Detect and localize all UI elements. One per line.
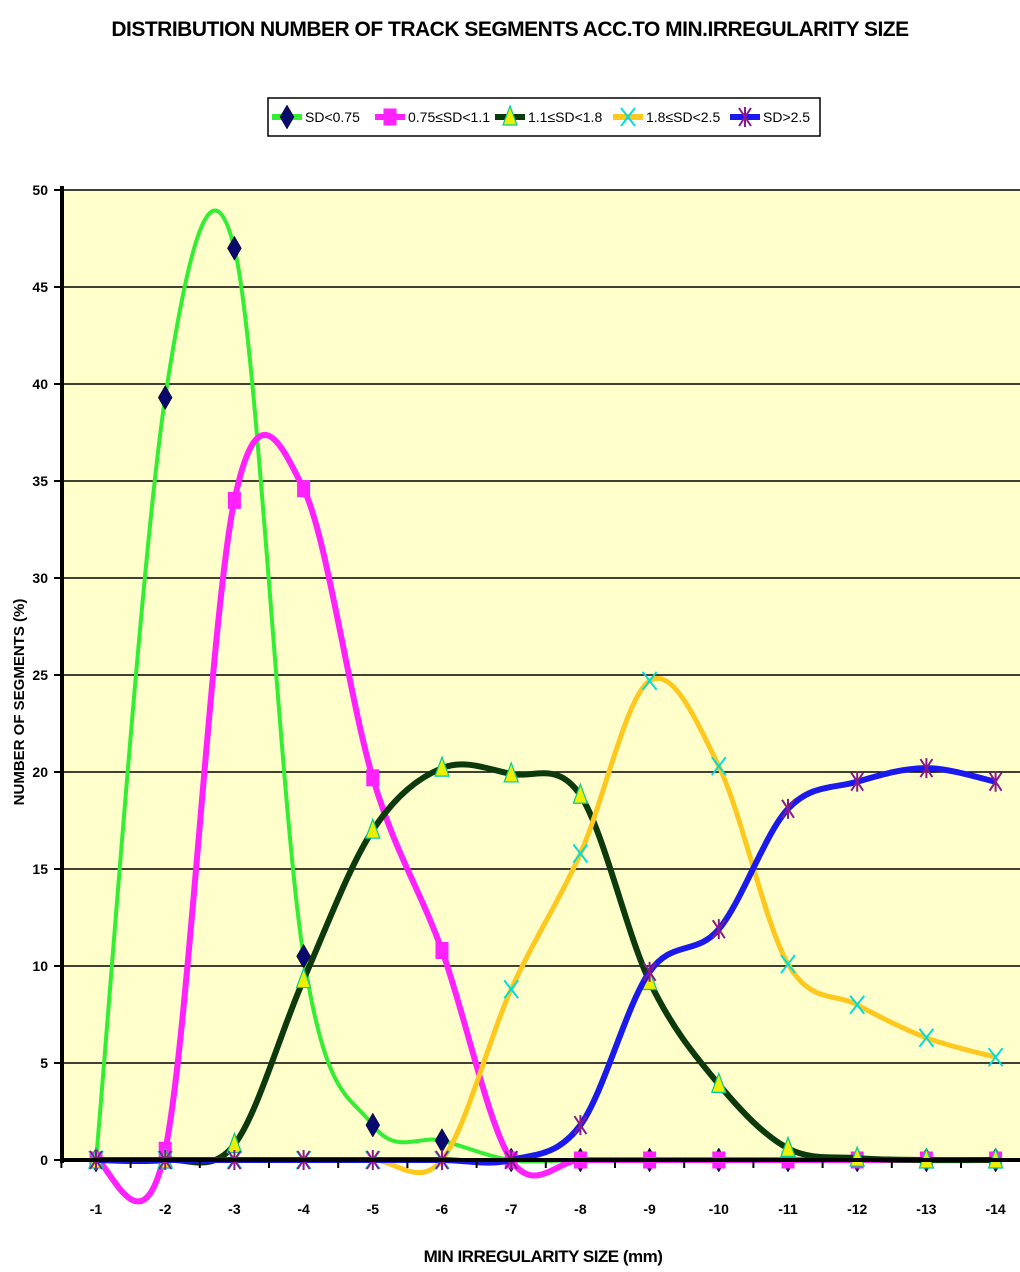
data-point <box>227 491 241 509</box>
marker-stroke <box>641 671 658 691</box>
data-point <box>573 1115 588 1136</box>
data-point <box>364 817 381 839</box>
x-tick-label: -11 <box>778 1201 798 1217</box>
x-tick-label: -2 <box>159 1201 172 1217</box>
data-point <box>918 1028 935 1048</box>
marker-stroke <box>780 954 796 974</box>
data-point <box>711 919 726 940</box>
y-tick-label: 10 <box>32 958 48 974</box>
data-point <box>572 782 589 804</box>
data-point <box>227 235 242 261</box>
x-tick-label: -1 <box>90 1201 103 1217</box>
data-point <box>919 758 934 779</box>
x-tick-label: -12 <box>847 1201 867 1217</box>
y-tick-label: 30 <box>32 570 48 586</box>
y-tick-label: 25 <box>32 667 48 683</box>
marker-stroke <box>572 843 589 864</box>
legend-marker <box>620 107 636 127</box>
series-line <box>95 761 996 1166</box>
legend: SD<0.75 0.75≤SD<1.1 1.1≤SD<1.8 1.8≤SD<2.5 SD… <box>267 97 821 137</box>
data-point <box>850 771 865 792</box>
x-axis-title: MIN IRREGULARITY SIZE (mm) <box>424 1247 663 1266</box>
x-tick-label: -4 <box>297 1201 310 1217</box>
x-tick-label: -14 <box>985 1201 1005 1217</box>
x-tick-label: -9 <box>643 1201 656 1217</box>
data-point <box>780 954 796 974</box>
data-point <box>434 755 450 777</box>
y-tick-label: 20 <box>32 764 48 780</box>
data-point <box>365 1112 381 1138</box>
data-point <box>711 756 727 776</box>
legend-marker <box>502 104 518 126</box>
chart-title: DISTRIBUTION NUMBER OF TRACK SEGMENTS AC… <box>111 18 909 41</box>
x-tick-label: -3 <box>228 1201 241 1217</box>
legend-item-1: SD<0.75 <box>272 104 360 130</box>
data-point <box>710 1071 727 1093</box>
data-point <box>642 961 657 982</box>
data-point <box>435 941 449 959</box>
marker-stroke <box>711 756 727 776</box>
legend-label: SD>2.5 <box>763 109 810 125</box>
x-tick-label: -7 <box>505 1201 518 1217</box>
y-tick-labels: 0 5 10 15 20 25 30 35 40 45 50 <box>32 182 62 1168</box>
x-tick-label: -5 <box>367 1201 380 1217</box>
y-axis-title: NUMBER OF SEGMENTS (%) <box>11 599 28 806</box>
data-point <box>157 385 173 411</box>
legend-item-2: 0.75≤SD<1.1 <box>375 108 490 126</box>
data-point <box>297 480 311 498</box>
x-tick-label: -13 <box>916 1201 936 1217</box>
legend-marker <box>383 108 397 126</box>
data-point <box>503 979 519 999</box>
marker-stroke <box>849 995 865 1015</box>
legend-item-3: 1.1≤SD<1.8 <box>495 104 602 126</box>
marker-stroke <box>918 1028 935 1048</box>
data-point <box>366 769 380 787</box>
legend-marker <box>738 107 752 127</box>
legend-box <box>267 97 821 137</box>
legend-item-4: 1.8≤SD<2.5 <box>613 107 720 127</box>
marker-stroke <box>503 979 519 999</box>
y-tick-label: 50 <box>32 182 48 198</box>
x-tick-label: -8 <box>574 1201 587 1217</box>
data-point <box>987 1047 1004 1067</box>
data-point <box>503 761 520 783</box>
y-tick-label: 5 <box>40 1055 48 1071</box>
legend-marker <box>279 104 295 130</box>
legend-label: SD<0.75 <box>305 109 360 125</box>
legend-label: 1.8≤SD<2.5 <box>646 109 720 125</box>
legend-label: 1.1≤SD<1.8 <box>528 109 602 125</box>
data-point <box>781 798 795 819</box>
legend-item-5: SD>2.5 <box>730 107 810 127</box>
data-point <box>641 671 658 691</box>
data-point <box>988 771 1003 792</box>
x-tick-label: -6 <box>436 1201 449 1217</box>
y-tick-label: 35 <box>32 473 48 489</box>
data-point <box>780 1135 796 1157</box>
marker-stroke <box>620 107 636 127</box>
legend-label: 0.75≤SD<1.1 <box>408 109 490 125</box>
data-point <box>572 843 589 864</box>
x-tick-labels: -1 -2 -3 -4 -5 -6 -7 -8 -9 -10 -11 -12 -13 -14 <box>60 1160 1006 1217</box>
data-point <box>849 995 865 1015</box>
marker-stroke <box>987 1047 1004 1067</box>
y-tick-label: 0 <box>40 1152 48 1168</box>
y-tick-label: 40 <box>32 376 48 392</box>
y-tick-label: 15 <box>32 861 48 877</box>
data-point <box>295 966 312 989</box>
y-tick-label: 45 <box>32 279 48 295</box>
x-tick-label: -10 <box>709 1201 729 1217</box>
